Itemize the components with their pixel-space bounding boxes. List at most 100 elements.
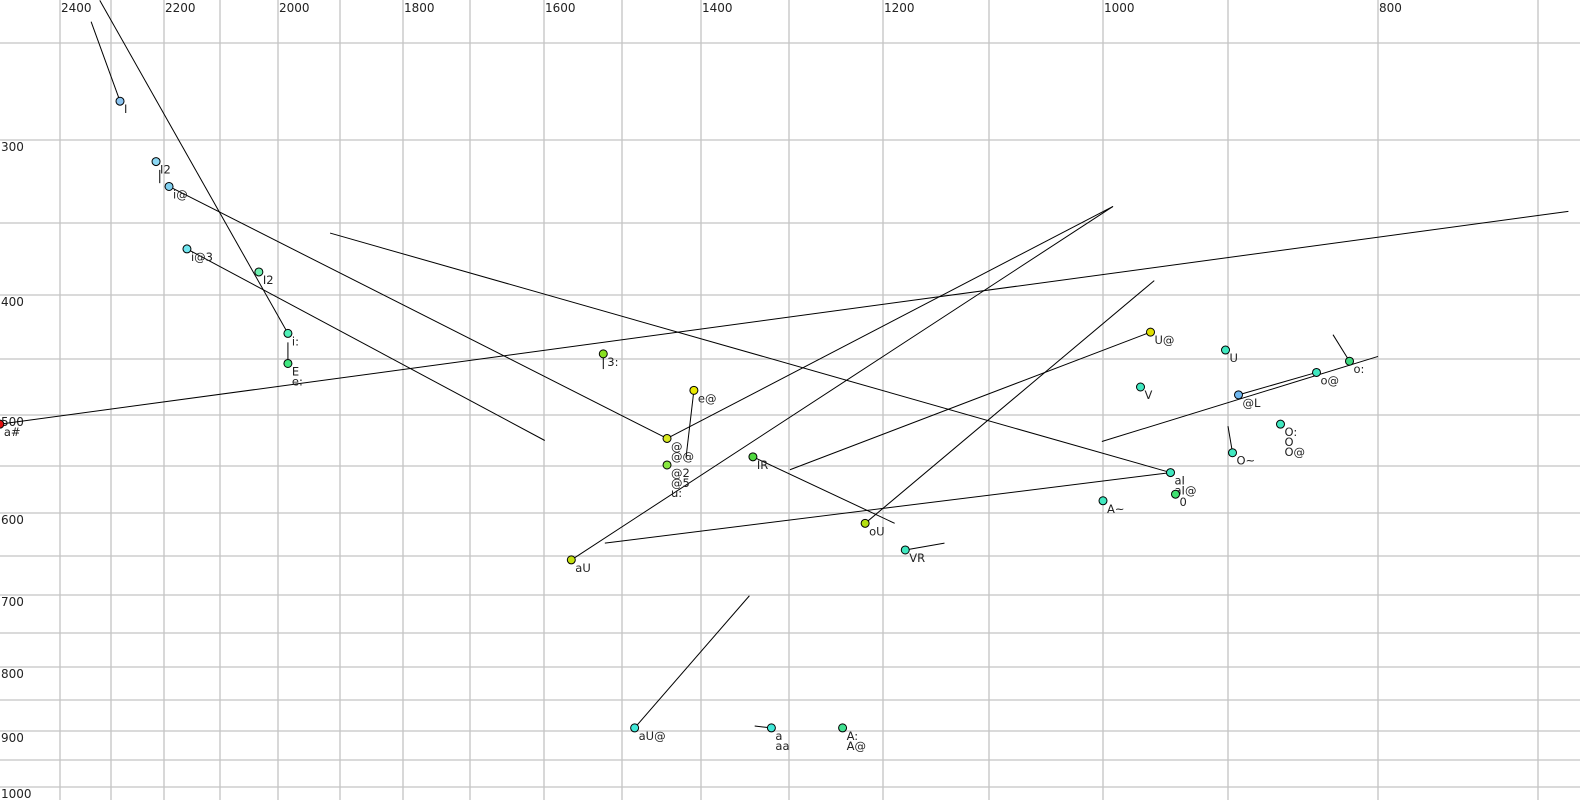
point-marker <box>662 460 672 470</box>
vowel-point: i@3 <box>182 244 213 264</box>
vowel-label: @2 <box>671 466 690 480</box>
x-tick-label: 2400 <box>61 1 92 15</box>
point-marker <box>662 433 672 443</box>
point-marker <box>566 555 576 565</box>
point-marker <box>164 181 174 191</box>
vowel-point: I <box>115 96 127 116</box>
trajectory-line <box>1238 371 1317 396</box>
point-marker <box>748 452 758 462</box>
vowel-point: U@ <box>1146 327 1175 347</box>
vowel-label: A@ <box>847 739 866 753</box>
vowel-label: U@ <box>1155 333 1175 347</box>
vowel-label: O: <box>1285 425 1298 439</box>
trajectory-line <box>905 542 945 551</box>
trajectory-line <box>99 0 289 334</box>
x-tick-label: 1800 <box>404 1 435 15</box>
tick-labels: 2400 2200 2000 1800 1600 1400 1200 1000 800 300 40… <box>1 1 1402 800</box>
vowel-point: o: <box>1345 356 1365 376</box>
trajectory-line <box>604 472 1171 544</box>
trajectory-line <box>186 248 546 441</box>
point-marker <box>1136 382 1145 392</box>
point-marker <box>630 723 640 733</box>
vowel-label: i@3 <box>191 250 213 264</box>
vowel-label: E <box>292 364 299 378</box>
vowel-point: VR <box>900 545 925 565</box>
point-marker <box>1312 367 1321 377</box>
y-tick-label: 800 <box>1 667 24 681</box>
data-points: II2i@i@3I2i:Ee:a#3:e@@@@@2@5u:IRaUoUVRU@… <box>0 96 1365 753</box>
x-tick-label: 800 <box>1379 1 1402 15</box>
x-tick-label: 2000 <box>279 1 310 15</box>
point-marker <box>1234 390 1243 400</box>
vowel-label: O~ <box>1237 454 1256 468</box>
point-marker <box>182 244 192 254</box>
vowel-label: aU <box>575 561 590 575</box>
point-marker <box>115 96 125 106</box>
trajectory-line <box>752 456 895 524</box>
vowel-label: u: <box>671 486 682 500</box>
vowel-label: A: <box>847 729 859 743</box>
vowel-point: 3: <box>598 349 618 369</box>
point-marker <box>900 545 910 555</box>
vowel-label: A~ <box>1107 502 1125 516</box>
y-tick-label: 1000 <box>1 787 32 800</box>
trajectory-line <box>864 280 1155 524</box>
point-marker <box>1166 468 1175 478</box>
vowel-point: @2@5u: <box>662 460 690 500</box>
trajectories <box>0 0 1569 729</box>
vowel-label: I2 <box>160 163 171 177</box>
point-marker <box>1221 345 1230 355</box>
x-tick-label: 2200 <box>165 1 196 15</box>
trajectory-line <box>168 186 668 439</box>
point-marker <box>860 518 870 528</box>
vowel-label: i: <box>292 334 299 348</box>
point-marker <box>1146 327 1155 337</box>
trajectory-line <box>634 595 750 729</box>
vowel-point: Ee: <box>283 358 303 388</box>
trajectory-line <box>666 205 1114 439</box>
vowel-point: aaa <box>766 723 790 753</box>
x-tick-label: 1400 <box>702 1 733 15</box>
vowel-point: U <box>1221 345 1238 365</box>
vowel-label: o@ <box>1321 373 1340 387</box>
vowel-point: O:OO@ <box>1276 419 1305 459</box>
trajectory-line <box>685 390 695 458</box>
y-tick-label: 900 <box>1 731 24 745</box>
vowel-label: U <box>1230 351 1238 365</box>
y-tick-label: 300 <box>1 140 24 154</box>
vowel-label: aI <box>1175 474 1185 488</box>
vowel-point: oU <box>860 518 885 538</box>
vowel-point: aU <box>566 555 591 575</box>
y-tick-label: 400 <box>1 295 24 309</box>
vowel-label: IR <box>757 458 768 472</box>
vowel-point: @@@ <box>662 433 694 463</box>
point-marker <box>254 267 264 277</box>
vowel-label: I2 <box>263 273 274 287</box>
y-tick-label: 700 <box>1 595 24 609</box>
vowel-point: a# <box>0 419 21 439</box>
point-marker <box>1098 496 1108 506</box>
vowel-label: oU <box>869 524 884 538</box>
vowel-point: A:A@ <box>838 723 866 753</box>
point-marker <box>1228 448 1237 458</box>
trajectory-line <box>1332 334 1350 362</box>
vowel-label: I <box>124 102 127 116</box>
vowel-point: @L <box>1234 390 1261 410</box>
vowel-label: VR <box>909 551 925 565</box>
vowel-label: O <box>1285 435 1294 449</box>
point-marker <box>689 385 699 395</box>
vowel-point: 0 <box>1171 489 1187 509</box>
trajectory-line <box>90 21 121 102</box>
trajectory-line <box>329 232 1171 474</box>
vowel-label: @ <box>671 439 683 453</box>
vowel-label: a <box>775 729 782 743</box>
vowel-point: I2 <box>254 267 274 287</box>
vowel-point: i@ <box>164 181 188 201</box>
point-marker <box>151 157 161 167</box>
vowel-point: o@ <box>1312 367 1340 387</box>
point-marker <box>838 723 848 733</box>
vowel-label: o: <box>1354 362 1365 376</box>
vowel-label: V <box>1145 388 1153 402</box>
point-marker <box>283 328 293 338</box>
